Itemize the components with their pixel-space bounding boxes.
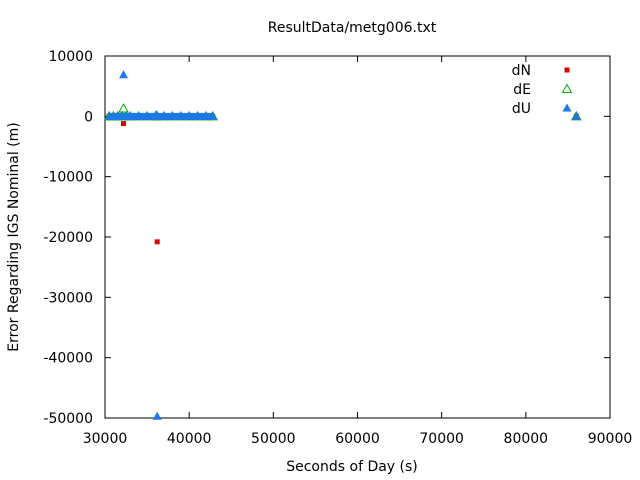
x-tick-label: 60000 <box>335 431 380 447</box>
legend-label-dU: dU <box>512 101 531 117</box>
legend: dN dE dU <box>512 63 573 117</box>
point-dU <box>571 111 581 120</box>
point-dE <box>118 102 129 113</box>
y-tick-label: -20000 <box>43 230 93 246</box>
x-axis-label: Seconds of Day (s) <box>286 459 418 475</box>
point-dU <box>159 111 169 120</box>
point-dU <box>134 111 144 120</box>
y-tick-label: 0 <box>84 109 93 125</box>
legend-marker-dN <box>564 67 570 73</box>
plot-frame <box>104 55 611 419</box>
point-dU <box>184 111 194 120</box>
x-tick-label: 90000 <box>588 431 633 447</box>
y-tick-label: 10000 <box>48 49 93 65</box>
y-tick-label: -50000 <box>43 411 93 427</box>
x-tick-label: 50000 <box>251 431 296 447</box>
x-tick-label: 40000 <box>167 431 212 447</box>
point-dN <box>154 239 160 245</box>
x-tick-label: 70000 <box>419 431 464 447</box>
legend-marker-dU <box>562 103 572 112</box>
point-dU <box>201 111 211 120</box>
point-dU <box>151 110 161 119</box>
point-dU <box>152 411 162 420</box>
y-axis-label: Error Regarding IGS Nominal (m) <box>6 122 22 351</box>
chart-title: ResultData/metg006.txt <box>268 20 437 36</box>
x-tick-label: 80000 <box>504 431 549 447</box>
legend-label-dE: dE <box>513 82 531 98</box>
x-tick-label: 30000 <box>83 431 128 447</box>
legend-label-dN: dN <box>512 63 531 79</box>
data-points <box>103 70 582 420</box>
axis-ticks: 30000 40000 50000 60000 70000 80000 90000 10000… <box>43 49 632 447</box>
point-dU <box>167 111 177 120</box>
point-dU <box>193 111 203 120</box>
point-dU <box>119 70 129 79</box>
point-dU <box>142 111 152 120</box>
y-tick-label: -30000 <box>43 290 93 306</box>
point-dU <box>176 111 186 120</box>
legend-marker-dE <box>561 83 573 93</box>
point-dU <box>208 111 218 120</box>
point-dU <box>125 111 135 120</box>
point-dN <box>121 121 127 127</box>
y-tick-label: -10000 <box>43 170 93 186</box>
y-tick-label: -40000 <box>43 351 93 367</box>
